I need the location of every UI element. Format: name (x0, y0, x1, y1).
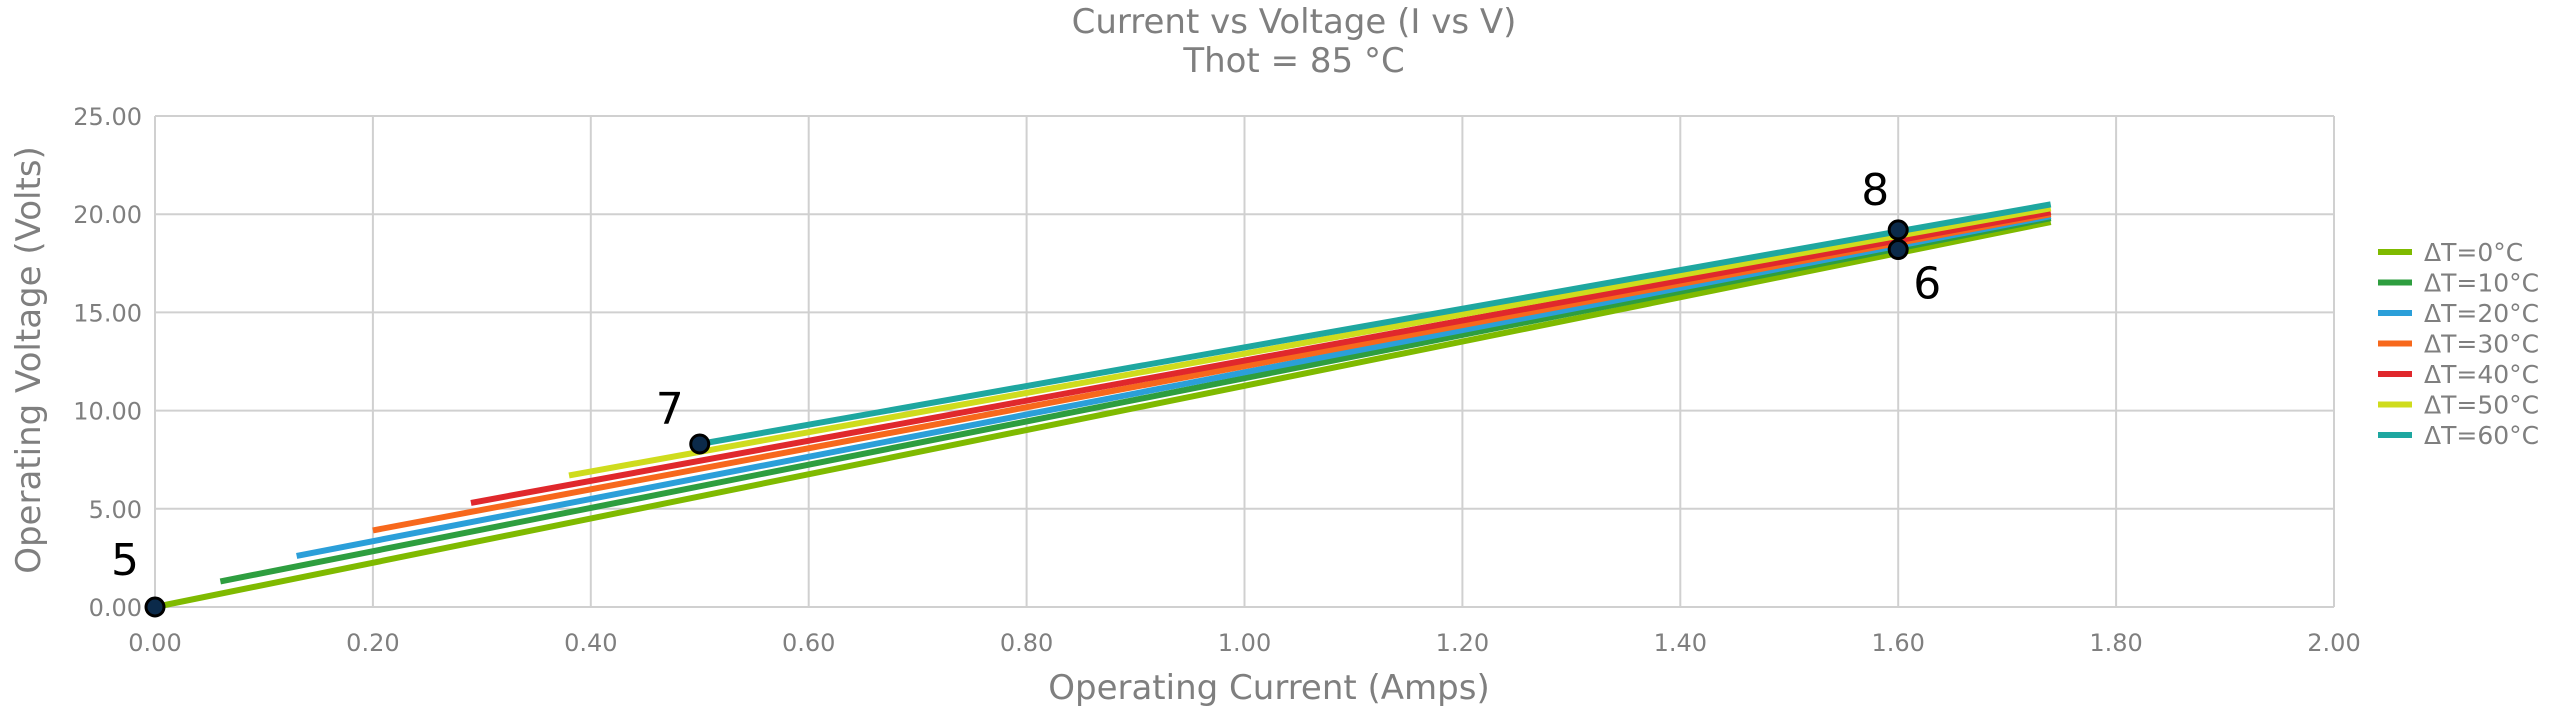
series-lines (154, 201, 2052, 610)
series-line-2 (296, 213, 2052, 559)
annotation-marker (1887, 219, 1909, 241)
x-tick-label: 1.40 (1654, 629, 1707, 657)
y-tick-label: 15.00 (73, 299, 142, 327)
series-line-0 (154, 219, 2052, 610)
x-tick-label: 0.20 (346, 629, 399, 657)
series-line-4 (470, 209, 2052, 506)
legend-item: ΔT=0°C (2424, 238, 2523, 267)
x-tick-label: 1.20 (1436, 629, 1489, 657)
x-tick-label: 1.60 (1871, 629, 1924, 657)
annotation-marker (689, 433, 711, 455)
y-tick-label: 5.00 (89, 496, 142, 524)
annotation-marker (144, 596, 166, 618)
x-tick-label: 0.60 (782, 629, 835, 657)
annotation-points: 5 7 86 (111, 165, 1941, 618)
series-line-3 (372, 211, 2052, 534)
y-tick-label: 10.00 (73, 398, 142, 426)
y-tick-label: 20.00 (73, 201, 142, 229)
series-line-5 (568, 205, 2052, 479)
legend-item: ΔT=10°C (2424, 269, 2539, 298)
x-tick-label: 0.40 (564, 629, 617, 657)
axis-ticks: 0.00 0.20 0.40 0.60 0.80 1.00 1.20 1.40 1.60 1.80… (73, 103, 2360, 657)
x-tick-label: 0.00 (128, 629, 181, 657)
x-tick-label: 0.80 (1000, 629, 1053, 657)
annotation-marker (1887, 239, 1909, 261)
x-tick-label: 2.00 (2307, 629, 2360, 657)
chart-title: Current vs Voltage (I vs V) (1072, 2, 1517, 42)
x-tick-label: 1.80 (2089, 629, 2142, 657)
legend-item: ΔT=40°C (2424, 360, 2539, 389)
y-axis-title: Operating Voltage (Volts) (9, 146, 49, 574)
y-tick-label: 25.00 (73, 103, 142, 131)
annotation-label: 6 (1913, 259, 1941, 310)
grid-lines (154, 115, 2335, 608)
x-axis-title: Operating Current (Amps) (1048, 668, 1490, 708)
legend-item: ΔT=60°C (2424, 421, 2539, 450)
legend-item: ΔT=20°C (2424, 299, 2539, 328)
x-tick-label: 1.00 (1218, 629, 1271, 657)
legend-item: ΔT=30°C (2424, 330, 2539, 359)
annotation-label: 5 (111, 535, 139, 586)
series-line-1 (219, 215, 2052, 585)
annotation-label: 7 (656, 384, 684, 435)
y-tick-label: 0.00 (89, 594, 142, 622)
annotation-label: 8 (1861, 165, 1889, 216)
series-line-6 (699, 201, 2052, 447)
chart-subtitle: Thot = 85 °C (1182, 41, 1404, 81)
legend-item: ΔT=50°C (2424, 391, 2539, 420)
legend: ΔT=0°CΔT=10°CΔT=20°CΔT=30°CΔT=40°CΔT=50°… (2378, 238, 2539, 450)
